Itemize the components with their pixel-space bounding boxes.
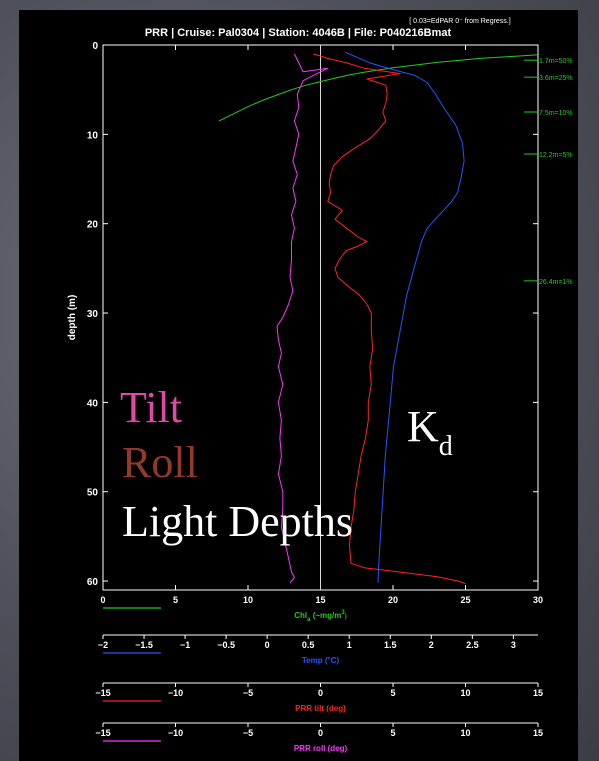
x-tick-label-tilt: −15 [95,688,110,698]
x-tick-label-roll: 15 [533,728,543,738]
x-tick-label-temp: −2 [98,640,108,650]
x-tick-label-tilt: −5 [243,688,253,698]
x-tick-label-temp: 1.5 [384,640,397,650]
chart-title: PRR | Cruise: Pal0304 | Station: 4046B |… [145,27,452,39]
annotation-roll: Roll [122,438,198,487]
chart-note: [ 0.03=EdPAR 0⁻ from Regress.] [409,18,510,25]
x-axis-label-part: Chl [294,611,307,620]
x-tick-label-temp: 0 [265,640,270,650]
light-depth-label: 7.5m=10% [539,110,573,117]
x-tick-label-chl: 10 [243,595,253,605]
x-tick-label-temp: −0.5 [217,640,235,650]
x-axis-label-chl: Chla (~mg/m3) [294,610,346,623]
annotation-light-depths: Light Depths [122,497,353,546]
series-line-roll [276,53,329,584]
y-tick-label: 30 [87,309,99,320]
x-tick-label-chl: 30 [533,595,543,605]
x-tick-label-temp: 2.5 [466,640,479,650]
kd-base: K [407,402,439,451]
annotation-tilt: Tilt [120,383,183,432]
x-tick-label-temp: 2 [429,640,434,650]
chart-figure: PRR | Cruise: Pal0304 | Station: 4046B |… [19,10,578,761]
x-axis-label-roll: PRR roll (deg) [294,744,348,753]
y-tick-label: 50 [87,488,99,499]
x-tick-label-chl: 5 [173,595,178,605]
x-tick-label-chl: 20 [388,595,398,605]
chart-svg: PRR | Cruise: Pal0304 | Station: 4046B |… [67,18,573,753]
annotation-kd: Kd [407,402,453,461]
x-tick-label-roll: 10 [460,728,470,738]
x-axis-label-part: (~mg/m [310,611,341,620]
x-tick-label-chl: 25 [460,595,470,605]
x-tick-label-temp: 0.5 [302,640,315,650]
y-tick-label: 0 [92,41,98,52]
y-axis-label: depth (m) [67,295,78,341]
x-tick-label-temp: −1 [180,640,190,650]
series-line-chl [218,54,539,122]
x-tick-label-tilt: 0 [318,688,323,698]
x-axis-label-part: 3 [341,610,345,616]
x-tick-label-roll: 0 [318,728,323,738]
y-tick-label: 60 [87,577,99,588]
x-tick-label-temp: 1 [347,640,352,650]
x-tick-label-tilt: 10 [460,688,470,698]
series-line-temp [344,51,465,583]
x-tick-label-chl: 0 [100,595,105,605]
light-depth-label: 1.7m=50% [539,58,573,65]
y-tick-label: 10 [87,130,99,141]
x-tick-label-roll: −15 [95,728,110,738]
x-tick-label-roll: 5 [390,728,395,738]
light-depth-label: 26.4m=1% [539,279,573,286]
x-tick-label-tilt: −10 [168,688,183,698]
x-tick-label-tilt: 15 [533,688,543,698]
x-axis-label-part: ) [345,614,347,620]
x-tick-label-temp: −1.5 [135,640,153,650]
x-tick-label-roll: −10 [168,728,183,738]
x-axis-label-temp: Temp (°C) [302,656,340,665]
x-axis-label-tilt: PRR tilt (deg) [295,704,346,713]
light-depth-label: 3.6m=25% [539,75,573,82]
kd-subscript: d [438,431,453,462]
x-tick-label-temp: 3 [511,640,516,650]
light-depth-label: 12.2m=5% [539,152,573,159]
x-axis-label-part: a [307,617,311,623]
series-line-tilt [313,53,466,585]
x-tick-label-roll: −5 [243,728,253,738]
x-tick-label-chl: 15 [315,595,325,605]
y-tick-label: 20 [87,220,99,231]
x-tick-label-tilt: 5 [390,688,395,698]
y-tick-label: 40 [87,398,99,409]
